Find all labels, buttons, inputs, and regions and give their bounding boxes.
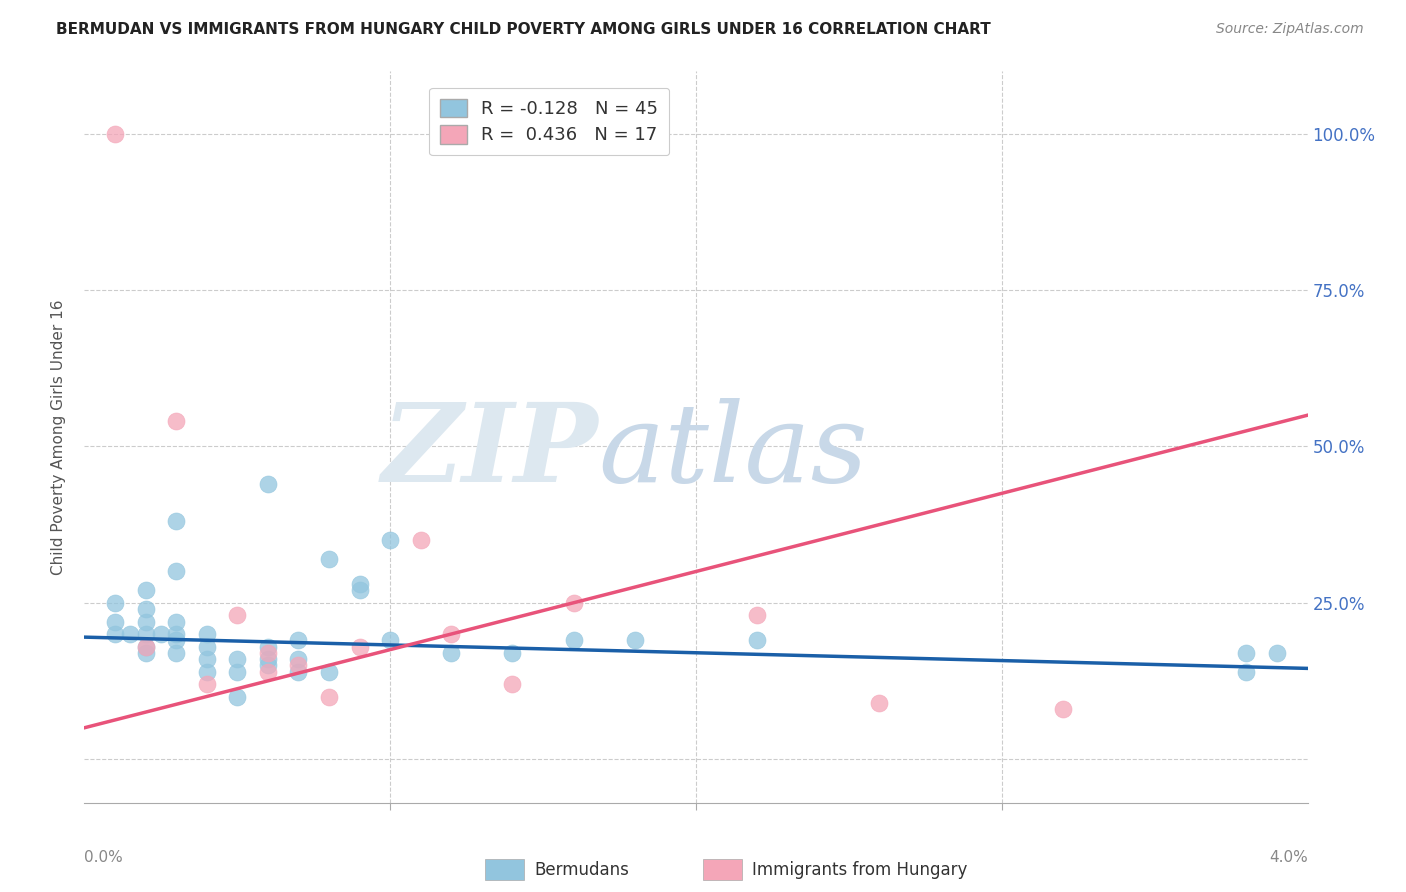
Point [1236,665,1258,679]
Point [287,652,309,666]
Point [562,633,585,648]
Point [562,596,585,610]
Point [165,565,187,579]
Point [380,633,402,648]
Point [135,583,157,598]
Point [195,640,218,654]
Y-axis label: Child Poverty Among Girls Under 16: Child Poverty Among Girls Under 16 [51,300,66,574]
Point [349,577,371,591]
Text: 4.0%: 4.0% [1268,850,1308,865]
Point [380,533,402,548]
Text: BERMUDAN VS IMMIGRANTS FROM HUNGARY CHILD POVERTY AMONG GIRLS UNDER 16 CORRELATI: BERMUDAN VS IMMIGRANTS FROM HUNGARY CHIL… [56,22,991,37]
Point [165,627,187,641]
Point [104,615,127,629]
Point [349,640,371,654]
Point [287,665,309,679]
Point [104,127,127,141]
Point [349,583,371,598]
Point [165,615,187,629]
Point [318,665,340,679]
Point [226,665,249,679]
Point [287,633,309,648]
Text: atlas: atlas [598,398,868,506]
Point [1236,646,1258,660]
Point [624,633,647,648]
Point [869,696,891,710]
Point [257,652,280,666]
Point [149,627,172,641]
Text: ZIP: ZIP [381,398,598,506]
Legend: R = -0.128   N = 45, R =  0.436   N = 17: R = -0.128 N = 45, R = 0.436 N = 17 [429,87,669,155]
Point [409,533,432,548]
Point [135,640,157,654]
Point [135,615,157,629]
Point [135,646,157,660]
Point [226,652,249,666]
Point [1052,702,1074,716]
Point [502,677,524,691]
Point [747,608,769,623]
Point [257,658,280,673]
Point [104,596,127,610]
Point [747,633,769,648]
Text: Immigrants from Hungary: Immigrants from Hungary [752,861,967,879]
Point [502,646,524,660]
Point [257,646,280,660]
Point [257,640,280,654]
Point [318,552,340,566]
Point [165,515,187,529]
Text: Bermudans: Bermudans [534,861,628,879]
Point [1265,646,1288,660]
Point [440,646,463,660]
Point [120,627,142,641]
Point [318,690,340,704]
Point [226,690,249,704]
Point [165,633,187,648]
Text: Source: ZipAtlas.com: Source: ZipAtlas.com [1216,22,1364,37]
Point [195,627,218,641]
Point [195,665,218,679]
Text: 0.0%: 0.0% [84,850,124,865]
Point [135,640,157,654]
Point [195,652,218,666]
Point [226,608,249,623]
Point [104,627,127,641]
Point [165,414,187,428]
Point [257,665,280,679]
Point [257,477,280,491]
Point [135,602,157,616]
Point [287,658,309,673]
Point [440,627,463,641]
Point [195,677,218,691]
Point [165,646,187,660]
Point [135,627,157,641]
